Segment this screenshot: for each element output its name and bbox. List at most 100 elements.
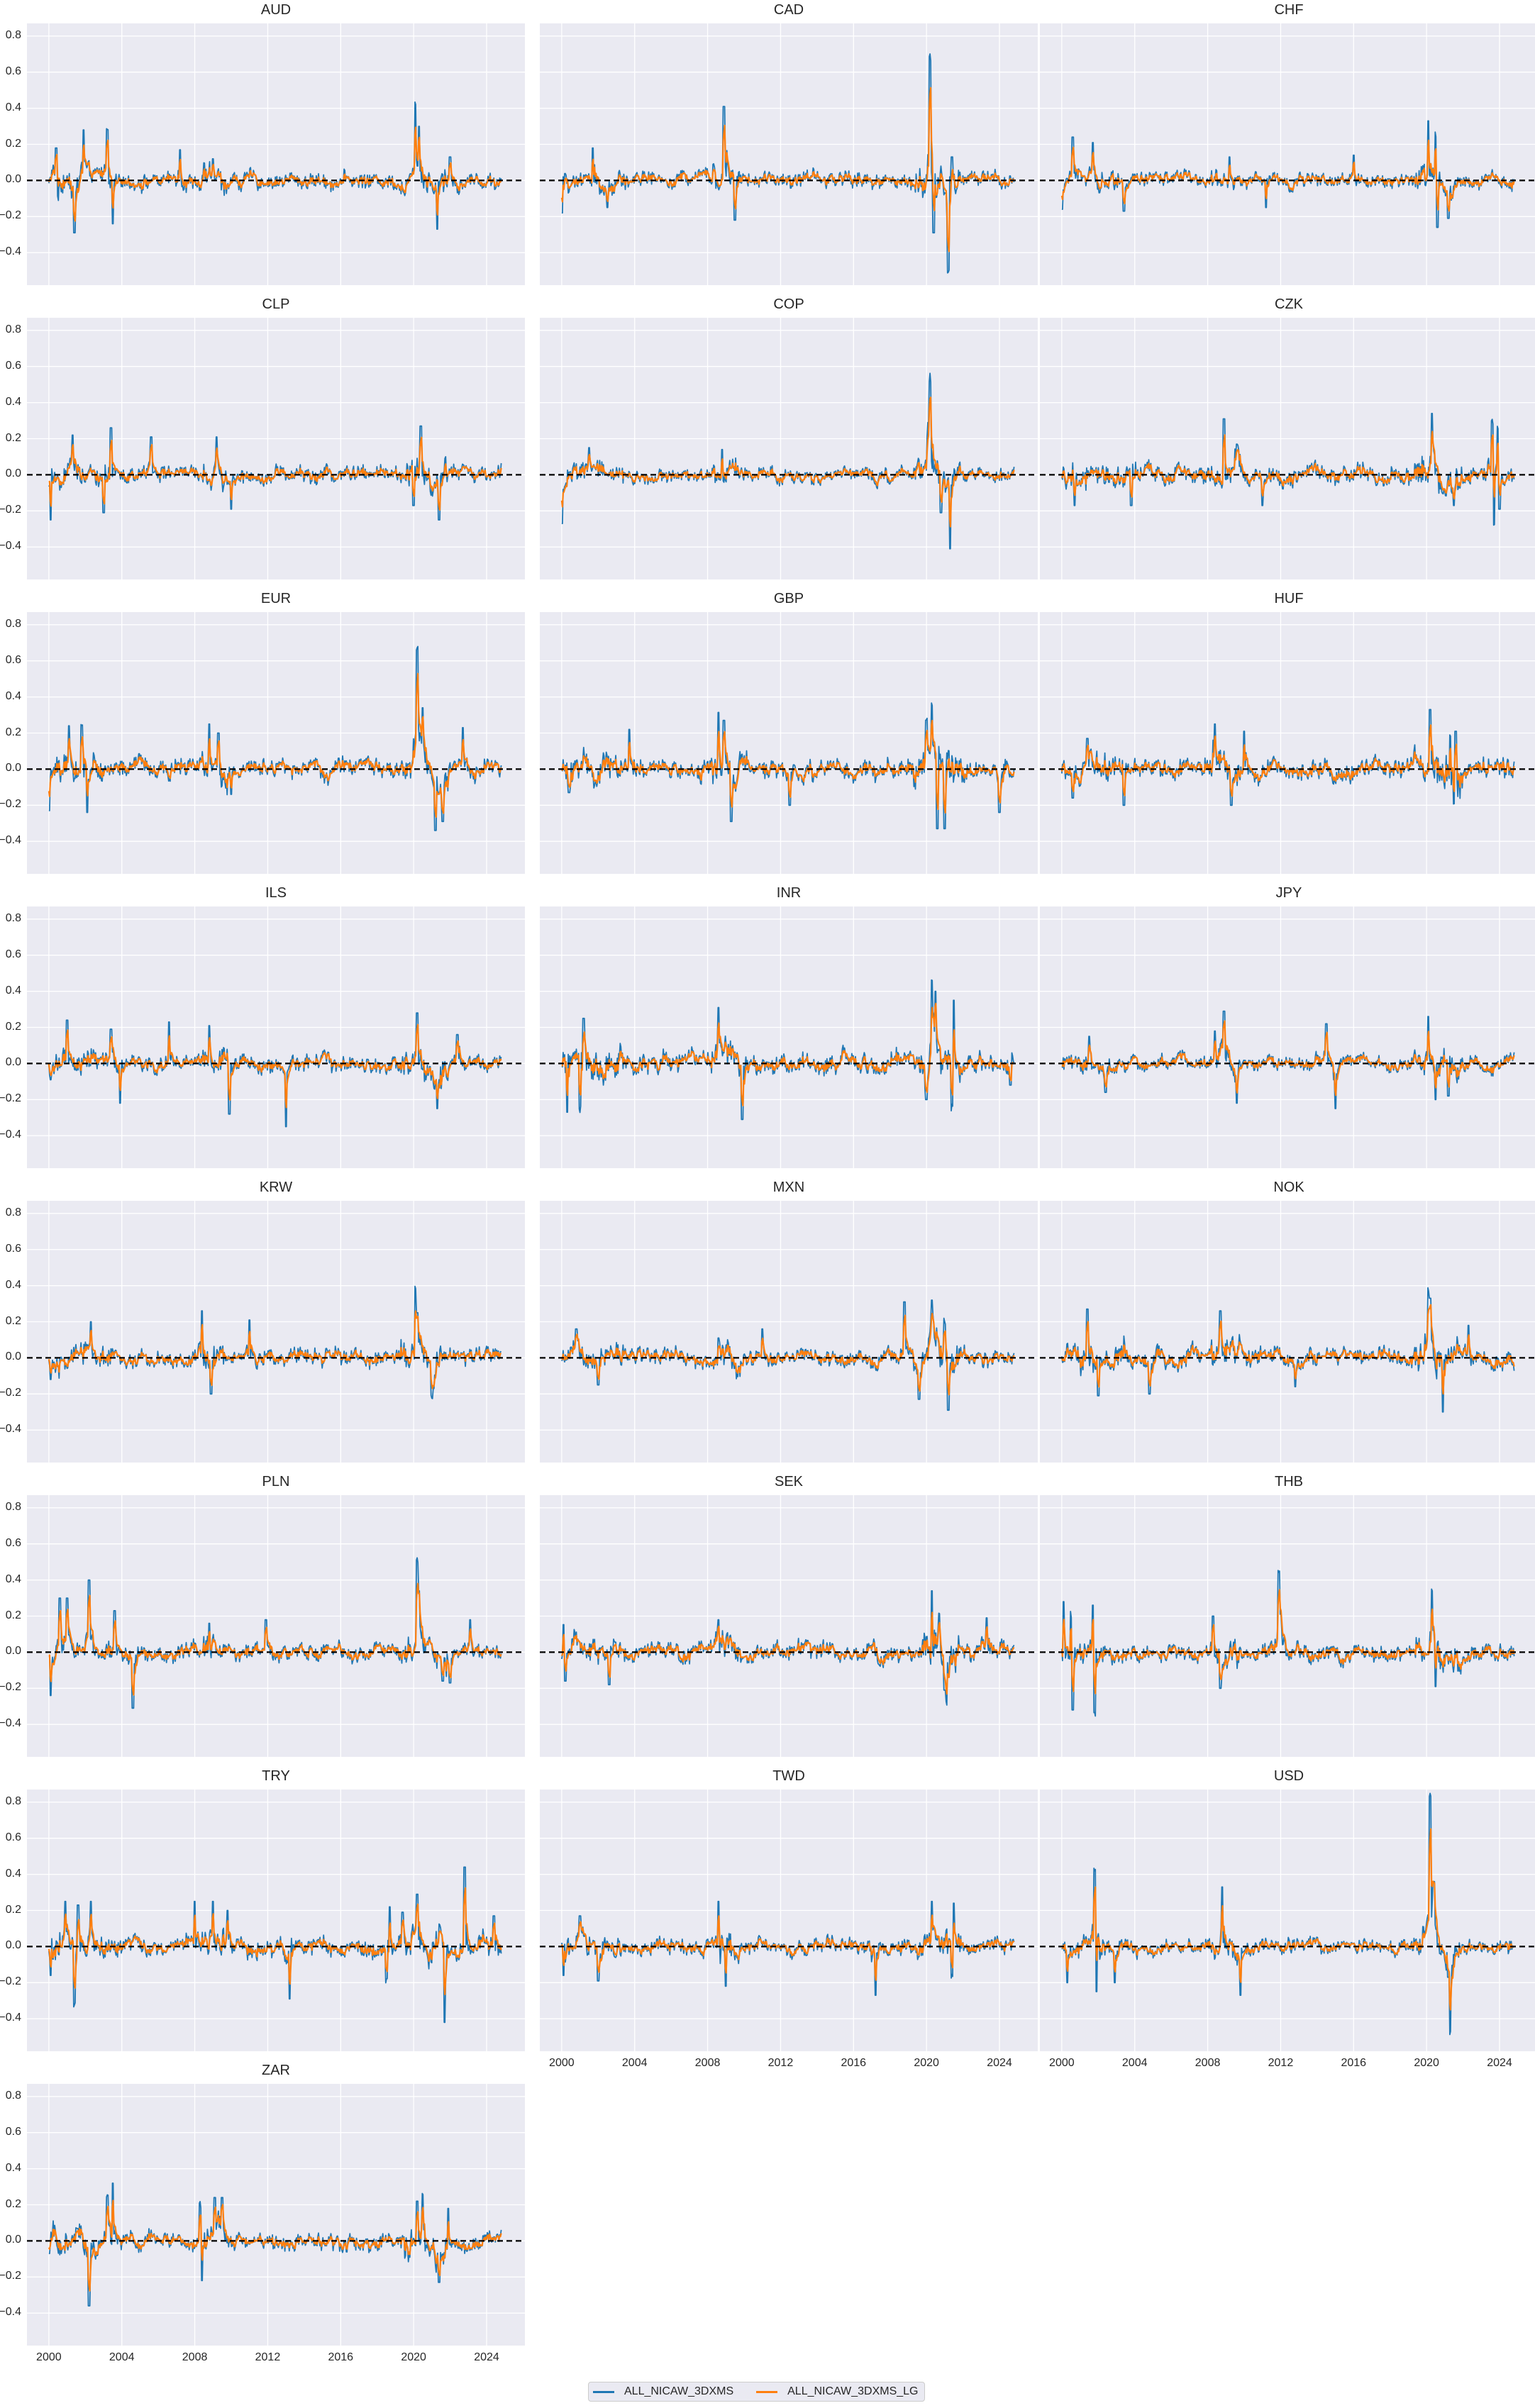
series-line-all-nicaw-3dxms	[48, 1012, 502, 1128]
panel-title: THB	[1275, 1474, 1303, 1489]
line-plot	[27, 1790, 525, 2051]
facet-panel-try: TRY 0.8 0.6 0.4 0.2 0.0 −0.2 −0.4	[0, 1768, 525, 2051]
series-line-all-nicaw-3dxms	[1061, 413, 1515, 526]
y-tick-label: 0.4	[5, 1278, 21, 1291]
facet-panel-twd: TWD 2000 2004 2008 2012 2016 2020 2024	[540, 1768, 1038, 2069]
series-line-all-nicaw-3dxms-lg	[560, 87, 1015, 253]
plot-area	[27, 1790, 525, 2051]
y-tick-label: −0.2	[0, 1975, 21, 1988]
series-line-all-nicaw-3dxms-lg	[561, 719, 1015, 814]
y-tick-label: 0.4	[5, 395, 21, 408]
y-tick-label: −0.2	[0, 798, 21, 811]
facet-panel-thb: THB	[1040, 1474, 1535, 1757]
plot-area	[540, 23, 1038, 285]
x-tick-label: 2008	[1195, 2057, 1221, 2069]
panel-title: EUR	[260, 591, 292, 606]
x-tick-label: 2000	[1049, 2057, 1075, 2069]
series-line-all-nicaw-3dxms-lg	[48, 2199, 502, 2292]
y-tick-label: 0.2	[5, 1903, 21, 1916]
y-tick-label: 0.0	[5, 1645, 21, 1658]
y-tick-label: 0.2	[5, 1314, 21, 1327]
panel-title: USD	[1273, 1768, 1304, 1784]
panel-title: CAD	[773, 2, 804, 18]
line-plot	[1040, 906, 1535, 1168]
y-tick-label: 0.6	[5, 1831, 21, 1843]
line-plot	[540, 318, 1038, 579]
y-tick-label: 0.8	[5, 28, 21, 41]
x-tick-label: 2024	[474, 2351, 499, 2363]
plot-area	[1040, 1201, 1535, 1463]
panel-title: PLN	[262, 1474, 290, 1489]
plot-area	[1040, 1495, 1535, 1757]
facet-panel-cad: CAD	[540, 2, 1038, 285]
plot-area	[27, 1201, 525, 1463]
x-tick-label: 2004	[621, 2057, 648, 2069]
x-tick-label: 2012	[1268, 2057, 1294, 2069]
facet-panel-czk: CZK	[1040, 296, 1535, 579]
y-tick-label: 0.6	[5, 65, 21, 77]
y-tick-label: 0.0	[5, 1056, 21, 1069]
y-tick-label: 0.0	[5, 1350, 21, 1363]
x-tick-label: 2016	[328, 2351, 354, 2363]
panel-title: NOK	[1273, 1180, 1304, 1195]
y-tick-label: −0.4	[0, 1128, 21, 1141]
series-line-all-nicaw-3dxms-lg	[48, 1887, 502, 1995]
series-line-all-nicaw-3dxms-lg	[560, 396, 1015, 528]
facet-panel-mxn: MXN	[540, 1180, 1038, 1463]
panel-title: KRW	[259, 1180, 293, 1195]
facet-panel-krw: KRW 0.8 0.6 0.4 0.2 0.0 −0.2 −0.4	[0, 1180, 525, 1463]
x-tick-label: 2004	[109, 2351, 135, 2363]
x-tick-label: 2020	[914, 2057, 939, 2069]
y-tick-label: −0.4	[0, 2012, 21, 2024]
plot-area	[27, 318, 525, 579]
line-plot	[27, 318, 525, 579]
y-tick-label: 0.8	[5, 617, 21, 630]
series-line-all-nicaw-3dxms-lg	[1061, 1020, 1515, 1097]
facet-panel-zar: ZAR 0.8 0.6 0.4 0.2 0.0 −0.2 −0.4 2000 2004 2008 20…	[0, 2063, 525, 2363]
panel-title: ZAR	[262, 2063, 290, 2078]
series-line-all-nicaw-3dxms-lg	[561, 1312, 1015, 1396]
y-tick-label: −0.2	[0, 1092, 21, 1105]
facet-panel-jpy: JPY	[1040, 885, 1535, 1168]
series-line-all-nicaw-3dxms-lg	[561, 1002, 1015, 1106]
facet-panel-sek: SEK	[540, 1474, 1038, 1757]
line-plot	[1040, 1495, 1535, 1757]
line-plot	[27, 612, 525, 874]
x-tick-label: 2024	[987, 2057, 1012, 2069]
series-line-all-nicaw-3dxms	[48, 1285, 502, 1399]
facet-panel-clp: CLP 0.8 0.6 0.4 0.2 0.0 −0.2 −0.4	[0, 296, 525, 579]
facet-panel-pln: PLN 0.8 0.6 0.4 0.2 0.0 −0.2 −0.4	[0, 1474, 525, 1757]
x-tick-label: 2020	[1414, 2057, 1439, 2069]
facet-panel-gbp: GBP	[540, 591, 1038, 874]
facet-panel-cop: COP	[540, 296, 1038, 579]
y-tick-label: −0.2	[0, 1387, 21, 1399]
y-tick-label: 0.2	[5, 431, 21, 444]
legend-entry-series-1: ALL_NICAW_3DXMS	[593, 2385, 733, 2398]
series-line-all-nicaw-3dxms	[561, 53, 1015, 274]
plot-area	[1040, 906, 1535, 1168]
y-tick-label: 0.4	[5, 689, 21, 702]
line-plot	[540, 1201, 1038, 1463]
y-tick-label: 0.4	[5, 101, 21, 113]
panel-title: ILS	[265, 885, 287, 901]
plot-area	[1040, 612, 1535, 874]
series-line-all-nicaw-3dxms	[1061, 1570, 1515, 1717]
chart-legend: ALL_NICAW_3DXMS ALL_NICAW_3DXMS_LG	[588, 2382, 925, 2402]
y-tick-label: −0.2	[0, 2270, 21, 2282]
x-tick-label: 2004	[1121, 2057, 1148, 2069]
legend-entry-series-2: ALL_NICAW_3DXMS_LG	[756, 2385, 919, 2398]
series-line-all-nicaw-3dxms-lg	[48, 1023, 502, 1109]
plot-area	[27, 612, 525, 874]
series-line-all-nicaw-3dxms	[1061, 120, 1515, 228]
panel-title: INR	[776, 885, 802, 901]
y-tick-label: −0.4	[0, 245, 21, 258]
plot-area	[540, 1495, 1038, 1757]
y-tick-label: 0.0	[5, 2234, 21, 2246]
y-tick-label: 0.2	[5, 137, 21, 150]
panel-title: CHF	[1274, 2, 1304, 18]
series-line-all-nicaw-3dxms-lg	[1060, 1589, 1515, 1694]
line-plot	[27, 1495, 525, 1757]
line-plot	[540, 1495, 1038, 1757]
line-plot	[27, 906, 525, 1168]
